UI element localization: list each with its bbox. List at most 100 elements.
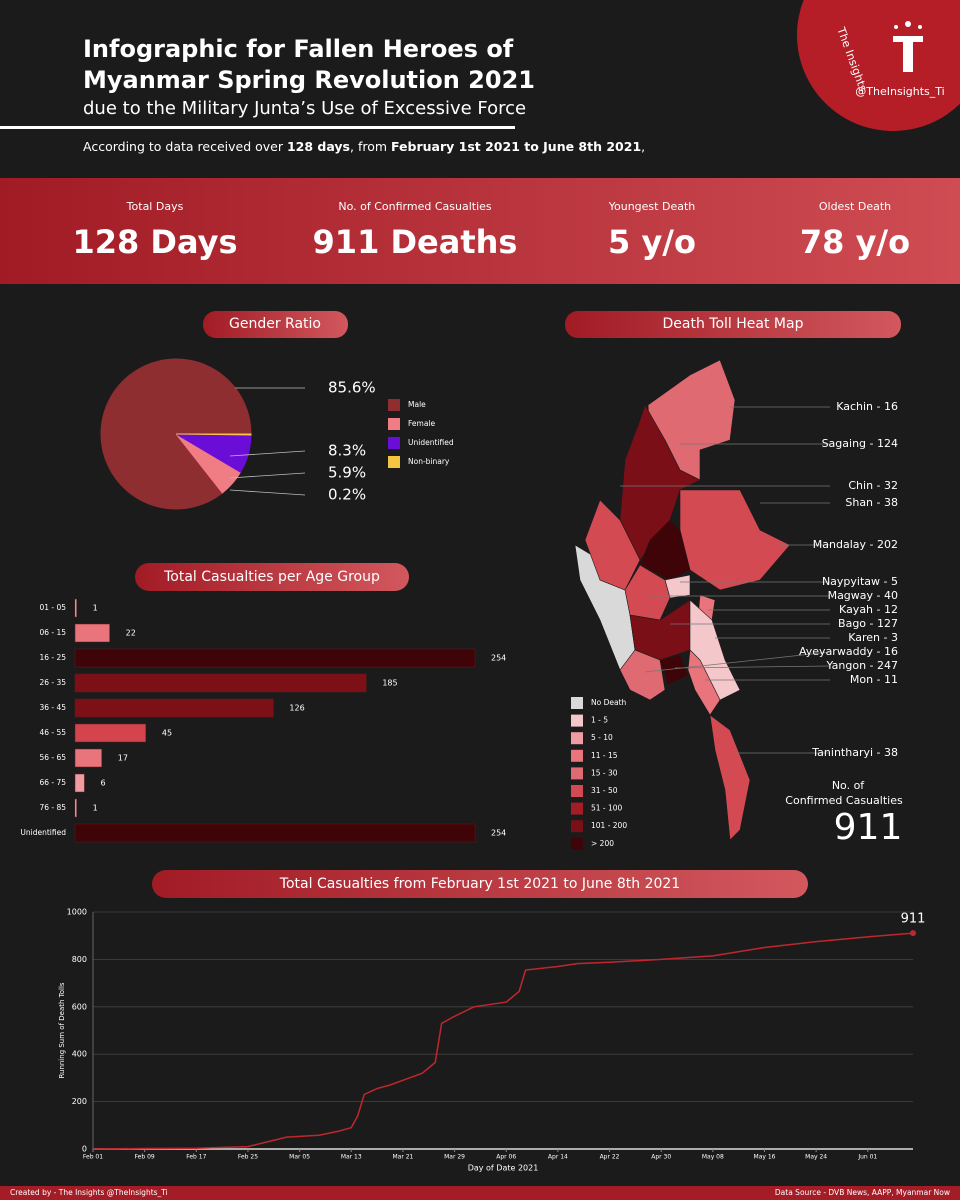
y-axis-label: Running Sum of Death Tolls	[58, 982, 66, 1078]
y-tick-label: 16 - 25	[39, 653, 66, 662]
title: Myanmar Spring Revolution 2021	[83, 66, 535, 94]
x-tick-label: Apr 14	[548, 1154, 568, 1161]
bar-label: 254	[491, 829, 506, 838]
legend-label: Non-binary	[408, 457, 450, 466]
x-axis-label: Day of Date 2021	[468, 1164, 539, 1173]
bar-label: 126	[289, 704, 304, 713]
x-tick-label: Feb 25	[238, 1154, 258, 1161]
stat-label: No. of Confirmed Casualties	[338, 200, 492, 213]
legend-swatch	[571, 749, 583, 762]
pie-label: 8.3%	[328, 442, 366, 460]
leader-line	[229, 450, 306, 457]
stats-band	[0, 178, 960, 284]
x-tick-label: Mar 05	[289, 1154, 310, 1161]
y-tick-label: 0	[82, 1145, 87, 1154]
bar	[74, 723, 147, 743]
pie-label: 5.9%	[328, 464, 366, 482]
legend-swatch	[388, 418, 400, 430]
bar	[74, 798, 77, 818]
badge-logo	[893, 21, 923, 72]
intro: According to data received over 128 days…	[83, 139, 645, 154]
region-label: Magway - 40	[828, 589, 898, 602]
x-tick-label: Apr 30	[651, 1154, 671, 1161]
legend-label: 11 - 15	[591, 751, 618, 760]
bar	[74, 698, 274, 718]
footer-right: Data Source - DVB News, AAPP, Myanmar No…	[775, 1188, 950, 1197]
pie-label: 0.2%	[328, 486, 366, 504]
bar	[74, 623, 110, 643]
total-label: No. of	[832, 779, 865, 792]
y-tick-label: 66 - 75	[39, 778, 66, 787]
section-title: Total Casualties per Age Group	[163, 569, 380, 585]
x-tick-label: Mar 13	[341, 1154, 362, 1161]
legend-label: Female	[408, 419, 436, 428]
legend-swatch	[571, 714, 583, 727]
bar-label: 17	[118, 754, 128, 763]
bar-label: 1	[93, 604, 98, 613]
y-tick-label: 36 - 45	[39, 703, 66, 712]
bar-label: 1	[93, 804, 98, 813]
region-label: Bago - 127	[838, 617, 898, 630]
y-tick-label: 600	[72, 1002, 87, 1011]
end-point	[910, 930, 916, 937]
stat-label: Total Days	[126, 200, 184, 213]
region-label: Tanintharyi - 38	[811, 746, 898, 759]
line-series	[92, 932, 914, 1150]
x-tick-label: Feb 09	[135, 1154, 155, 1161]
y-tick-label: 26 - 35	[39, 678, 66, 687]
bar	[74, 648, 476, 668]
pie-label: 85.6%	[328, 379, 376, 397]
subtitle: due to the Military Junta’s Use of Exces…	[83, 98, 526, 119]
legend-swatch	[388, 399, 400, 411]
bar	[74, 748, 103, 768]
legend-label: > 200	[591, 839, 614, 848]
map-region	[709, 714, 751, 841]
pie-slice	[175, 433, 252, 436]
legend-label: 5 - 10	[591, 733, 613, 742]
legend-label: No Death	[591, 698, 627, 707]
legend-swatch	[571, 802, 583, 815]
leader-line	[229, 489, 306, 496]
end-label: 911	[901, 912, 926, 927]
section-pill	[203, 311, 348, 338]
region-label: Chin - 32	[848, 479, 898, 492]
bar	[74, 823, 476, 843]
bar	[74, 773, 85, 793]
leader-line	[674, 665, 831, 669]
x-tick-label: May 24	[805, 1154, 827, 1161]
legend-label: 1 - 5	[591, 716, 608, 725]
stat-value: 128 Days	[72, 223, 237, 261]
bar-label: 6	[100, 779, 105, 788]
x-tick-label: May 08	[702, 1154, 724, 1161]
bar	[74, 598, 77, 618]
bar-label: 185	[382, 679, 397, 688]
bar-label: 45	[162, 729, 172, 738]
legend-swatch	[388, 456, 400, 468]
total-label: Confirmed Casualties	[785, 794, 903, 807]
legend-swatch	[571, 697, 583, 709]
region-label: Mon - 11	[850, 673, 898, 686]
bar-label: 22	[126, 629, 136, 638]
leader-line	[644, 651, 831, 673]
divider	[0, 126, 515, 129]
stat-label: Youngest Death	[608, 200, 696, 213]
legend-swatch	[571, 732, 583, 745]
legend-label: 31 - 50	[591, 786, 618, 795]
bar-label: 254	[491, 654, 506, 663]
legend-label: 15 - 30	[591, 768, 618, 777]
bar	[74, 673, 367, 693]
stat-value: 911 Deaths	[313, 223, 518, 261]
x-tick-label: Feb 17	[186, 1154, 206, 1161]
legend-swatch	[388, 437, 400, 449]
y-tick-label: 01 - 05	[39, 603, 66, 612]
section-pill	[152, 870, 808, 898]
footer-left: Created by - The Insights @TheInsights_T…	[10, 1188, 168, 1197]
map-region	[659, 654, 689, 686]
region-label: Yangon - 247	[825, 659, 898, 672]
x-tick-label: Jun 01	[857, 1154, 877, 1161]
y-tick-label: 1000	[67, 908, 87, 917]
legend-label: 51 - 100	[591, 804, 623, 813]
stat-value: 5 y/o	[608, 223, 696, 261]
leader-line	[229, 472, 306, 479]
